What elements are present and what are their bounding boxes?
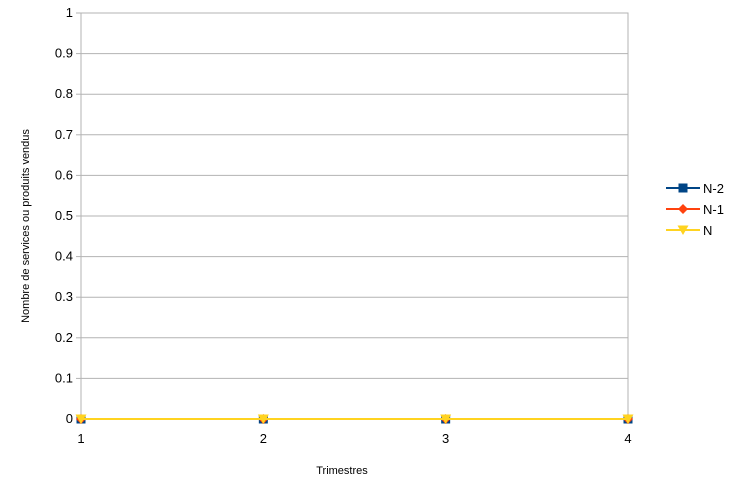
grid-lines (81, 12, 628, 420)
y-tick-label: 0.3 (55, 289, 73, 304)
legend-marker (678, 183, 688, 193)
x-tick-label: 1 (77, 431, 84, 446)
data-point (440, 414, 452, 424)
data-point (622, 414, 634, 424)
x-axis-title: Trimestres (316, 465, 368, 477)
x-tick-label: 3 (442, 431, 449, 446)
y-tick-label: 0.5 (55, 208, 73, 223)
series-layer (75, 414, 634, 424)
legend-item: N-1 (666, 202, 724, 217)
y-tick-label: 0 (66, 411, 73, 426)
y-tick-label: 0.1 (55, 370, 73, 385)
x-axis-ticks: 1 2 3 4 (77, 419, 632, 446)
y-tick-label: 1 (66, 5, 73, 20)
legend: N-2 N-1 N (666, 181, 724, 238)
y-tick-label: 0.7 (55, 127, 73, 142)
data-point (257, 414, 269, 424)
y-tick-label: 0.9 (55, 46, 73, 61)
y-tick-label: 0.2 (55, 330, 73, 345)
data-point (75, 414, 87, 424)
y-tick-label: 0.4 (55, 249, 73, 264)
legend-label: N (703, 223, 712, 238)
legend-item: N (666, 223, 712, 238)
x-tick-label: 4 (624, 431, 631, 446)
legend-item: N-2 (666, 181, 724, 196)
y-tick-label: 0.8 (55, 86, 73, 101)
legend-label: N-2 (703, 181, 724, 196)
y-tick-label: 0.6 (55, 167, 73, 182)
y-axis-title: Nombre de services ou produits vendus (20, 129, 32, 323)
y-axis-ticks: 0 0.1 0.2 0.3 0.4 0.5 0.6 0.7 0.8 0.9 1 (55, 5, 81, 426)
legend-marker (678, 204, 688, 214)
series-n (75, 414, 634, 424)
x-tick-label: 2 (260, 431, 267, 446)
legend-label: N-1 (703, 202, 724, 217)
legend-marker (677, 225, 689, 235)
